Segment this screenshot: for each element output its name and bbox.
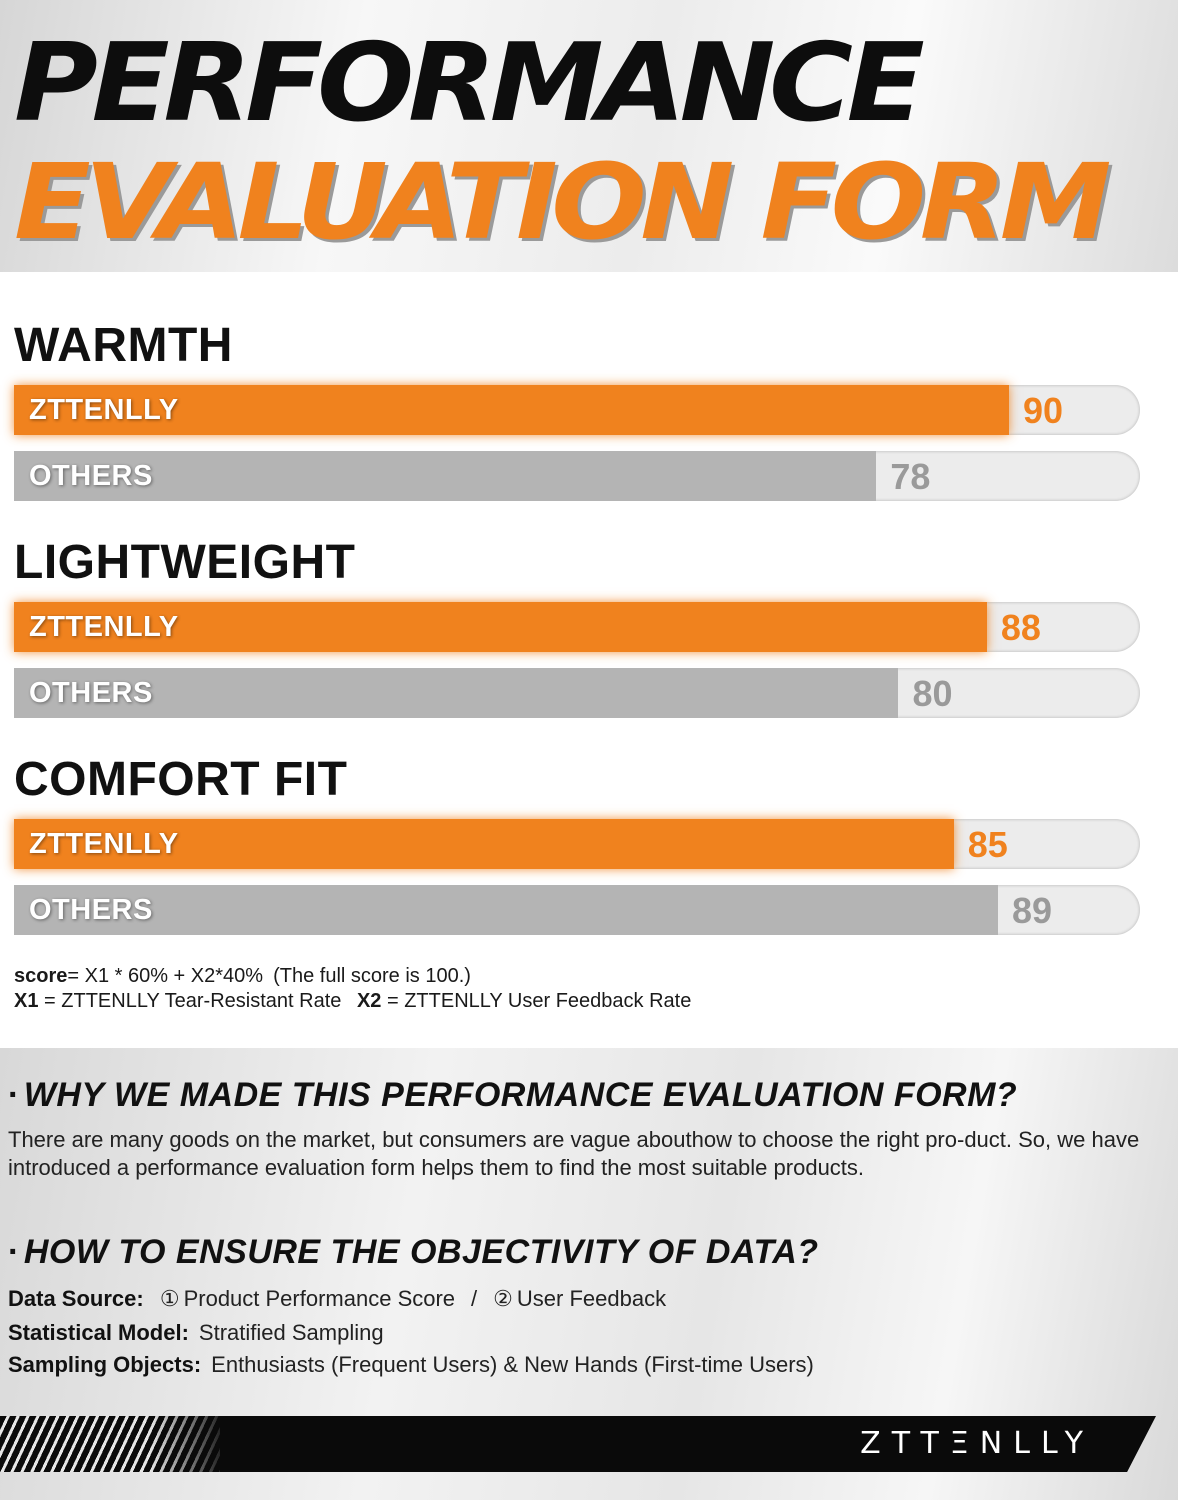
title-line-1: PERFORMANCE xyxy=(14,21,925,146)
x2-label: X2 xyxy=(356,990,382,1012)
sampling-objects-value: Enthusiasts (Frequent Users) & New Hands… xyxy=(211,1352,814,1377)
bar-series-label: ZTTENLLY xyxy=(29,394,179,426)
stripes-fade xyxy=(150,1416,230,1472)
sampling-objects-row: Sampling Objects: Enthusiasts (Frequent U… xyxy=(8,1352,814,1378)
category-label-lightweight: LIGHTWEIGHT xyxy=(14,536,356,589)
category-label-warmth: WARMTH xyxy=(14,319,233,372)
score-note: (The full score is 100.) xyxy=(273,965,471,987)
bar-track-warmth-brand: ZTTENLLY 90 xyxy=(14,385,1140,435)
formula-line-1: score= X1 * 60% + X2*40% (The full score … xyxy=(14,964,691,989)
score-formula: score= X1 * 60% + X2*40% (The full score … xyxy=(14,964,691,1014)
bar-value-label: 88 xyxy=(1000,607,1041,648)
bar-track-lightweight-brand: ZTTENLLY 88 xyxy=(14,602,1140,652)
how-heading: · HOW TO ENSURE THE OBJECTIVITY OF DATA? xyxy=(8,1233,819,1272)
bar-track-comfort-fit-brand: ZTTENLLY 85 xyxy=(14,819,1140,869)
bar-track-warmth-others: OTHERS 78 xyxy=(14,451,1140,501)
circled-two-icon: ② xyxy=(493,1286,513,1311)
bar-value-label: 85 xyxy=(967,824,1008,865)
how-heading-text: HOW TO ENSURE THE OBJECTIVITY OF DATA? xyxy=(23,1233,819,1271)
bar-series-label: ZTTENLLY xyxy=(29,828,179,860)
bullet-icon: · xyxy=(8,1233,20,1271)
x1-definition: = ZTTENLLY Tear-Resistant Rate xyxy=(44,990,342,1012)
bar-warmth-others xyxy=(14,451,877,501)
bar-series-label: OTHERS xyxy=(29,677,153,709)
bar-lightweight-others xyxy=(14,668,899,718)
statistical-model-label: Statistical Model: xyxy=(8,1320,189,1345)
bar-value-label: 80 xyxy=(912,673,953,714)
sampling-objects-label: Sampling Objects: xyxy=(8,1352,202,1377)
circled-one-icon: ① xyxy=(159,1286,180,1311)
bar-value-label: 78 xyxy=(890,456,931,497)
statistical-model-value: Stratified Sampling xyxy=(198,1320,384,1345)
bar-value-label: 89 xyxy=(1011,890,1052,931)
why-paragraph: There are many goods on the market, but … xyxy=(8,1127,1140,1180)
bar-track-comfort-fit-others: OTHERS 89 xyxy=(14,885,1140,935)
bar-comfort-fit-ztttenlly xyxy=(14,819,954,869)
data-source-label: Data Source: xyxy=(8,1286,144,1311)
formula-line-2: X1 = ZTTENLLY Tear-Resistant Rate X2 = Z… xyxy=(14,989,691,1014)
brand-logo: ZTTΞNLLY xyxy=(860,1426,1094,1461)
statistical-model-row: Statistical Model: Stratified Sampling xyxy=(8,1320,384,1346)
bar-lightweight-ztttenlly xyxy=(14,602,987,652)
bar-series-label: OTHERS xyxy=(29,460,153,492)
category-label-comfort-fit: COMFORT FIT xyxy=(14,753,348,806)
bar-value-label: 90 xyxy=(1023,390,1064,431)
bullet-icon: · xyxy=(8,1076,20,1114)
bar-warmth-ztttenlly xyxy=(14,385,1009,435)
bar-series-label: OTHERS xyxy=(29,894,153,926)
data-source-2: User Feedback xyxy=(516,1286,667,1311)
why-heading: · WHY WE MADE THIS PERFORMANCE EVALUATION… xyxy=(8,1076,1017,1115)
data-source-separator: / xyxy=(471,1286,478,1311)
bar-series-label: ZTTENLLY xyxy=(29,611,179,643)
data-source-row: Data Source: ① Product Performance Score /… xyxy=(8,1286,666,1312)
why-heading-text: WHY WE MADE THIS PERFORMANCE EVALUATION … xyxy=(23,1076,1018,1114)
x1-label: X1 xyxy=(14,990,39,1012)
bar-comfort-fit-others xyxy=(14,885,998,935)
brand-band: ZTTΞNLLY xyxy=(0,1416,1156,1472)
score-label: score xyxy=(14,965,68,987)
score-expression: = X1 * 60% + X2*40% xyxy=(67,965,264,987)
bar-track-lightweight-others: OTHERS 80 xyxy=(14,668,1140,718)
x2-definition: = ZTTENLLY User Feedback Rate xyxy=(386,990,692,1012)
header-banner: PERFORMANCE EVALUATION FORM xyxy=(0,0,1178,272)
data-source-1: Product Performance Score xyxy=(183,1286,456,1311)
title-line-2: EVALUATION FORM xyxy=(14,141,1111,263)
